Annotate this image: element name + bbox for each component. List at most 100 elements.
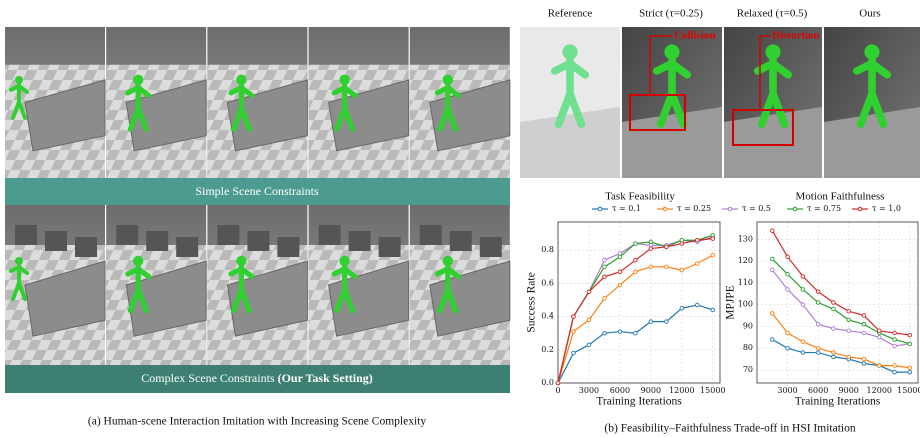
data-point (711, 237, 715, 241)
data-point (847, 329, 851, 333)
data-point (893, 344, 897, 348)
legend-label: τ = 0.1 (612, 204, 641, 213)
x-tick-label: 9000 (839, 386, 859, 395)
data-point (711, 308, 715, 312)
caption: (a) Human-scene Interaction Imitation wi… (88, 416, 426, 428)
data-point (665, 245, 669, 249)
legend-marker (793, 207, 797, 211)
annotation: Collision (674, 30, 716, 42)
legend-marker (728, 207, 732, 211)
comparison-image (622, 27, 722, 178)
x-axis-label: Training Iterations (596, 396, 682, 408)
y-tick-label: 100 (738, 300, 753, 309)
x-tick-label: 12000 (867, 386, 892, 395)
data-point (649, 320, 653, 324)
scene-image (309, 27, 409, 178)
y-tick-label: 120 (738, 256, 753, 265)
data-point (618, 283, 622, 287)
data-point (908, 333, 912, 337)
data-point (816, 346, 820, 350)
data-point (603, 331, 607, 335)
data-point (618, 255, 622, 259)
furniture (45, 231, 67, 251)
y-tick-label: 130 (738, 234, 753, 243)
data-point (786, 255, 790, 259)
scene-image (410, 205, 510, 365)
furniture (349, 231, 371, 251)
data-point (832, 351, 836, 355)
data-point (572, 330, 576, 334)
x-tick-label: 15000 (897, 386, 920, 395)
series-line (772, 259, 910, 344)
series-line (558, 235, 713, 383)
data-point (649, 240, 653, 244)
y-tick-label: 0.2 (541, 345, 554, 354)
legend-label: τ = 0.75 (807, 204, 841, 213)
data-point (862, 357, 866, 361)
legend-marker (663, 207, 667, 211)
furniture (247, 231, 269, 251)
y-axis-label: Success Rate (526, 272, 538, 332)
furniture (176, 237, 198, 257)
figure: Collision Distortion Simple Scene Constra… (0, 0, 920, 437)
scene-image (5, 205, 105, 365)
data-point (893, 338, 897, 342)
data-point (801, 340, 805, 344)
caption: (b) Feasibility–Faithfulness Trade-off i… (604, 423, 855, 435)
data-point (572, 315, 576, 319)
data-point (665, 320, 669, 324)
data-point (908, 370, 912, 374)
data-point (893, 370, 897, 374)
data-point (587, 290, 591, 294)
scene-image (410, 27, 510, 178)
comparison-image (520, 27, 620, 178)
chart-title: Motion Faithfulness (796, 191, 885, 203)
data-point (832, 301, 836, 305)
legend-label: τ = 1.0 (872, 204, 901, 213)
data-point (893, 364, 897, 368)
legend-label: τ = 0.25 (677, 204, 711, 213)
data-point (649, 265, 653, 269)
data-point (847, 309, 851, 313)
column-label: Reference (548, 8, 593, 20)
furniture (420, 225, 442, 245)
legend-marker (598, 207, 602, 211)
data-point (680, 242, 684, 246)
banner-text: Simple Scene Constraints (195, 184, 319, 198)
scene-image (5, 27, 105, 178)
x-tick-label: 15000 (700, 386, 725, 395)
data-point (847, 318, 851, 322)
comparison-image (724, 27, 822, 178)
data-point (770, 312, 774, 316)
x-tick-label: 3000 (579, 386, 599, 395)
scene-image (106, 27, 206, 178)
chart-title: Task Feasibility (605, 191, 675, 203)
data-point (680, 268, 684, 272)
data-point (816, 351, 820, 355)
data-point (893, 331, 897, 335)
data-point (634, 270, 638, 274)
data-point (786, 346, 790, 350)
scene-image (309, 205, 409, 365)
banner-text-bold: (Our Task Setting) (278, 371, 373, 385)
scene-image (106, 205, 206, 365)
x-tick-label: 9000 (641, 386, 661, 395)
data-point (786, 288, 790, 292)
data-point (711, 253, 715, 257)
column-label: Strict (τ=0.25) (639, 8, 703, 20)
furniture (480, 237, 502, 257)
data-point (634, 331, 638, 335)
data-point (862, 322, 866, 326)
data-point (862, 314, 866, 318)
data-point (877, 329, 881, 333)
data-point (832, 355, 836, 359)
x-tick-label: 6000 (610, 386, 630, 395)
data-point (770, 338, 774, 342)
y-tick-label: 0.8 (541, 245, 554, 254)
series-line (772, 270, 910, 346)
annotation: Distortion (772, 30, 820, 42)
furniture (319, 225, 341, 245)
y-tick-label: 0.0 (541, 378, 554, 387)
data-point (786, 331, 790, 335)
data-point (816, 301, 820, 305)
